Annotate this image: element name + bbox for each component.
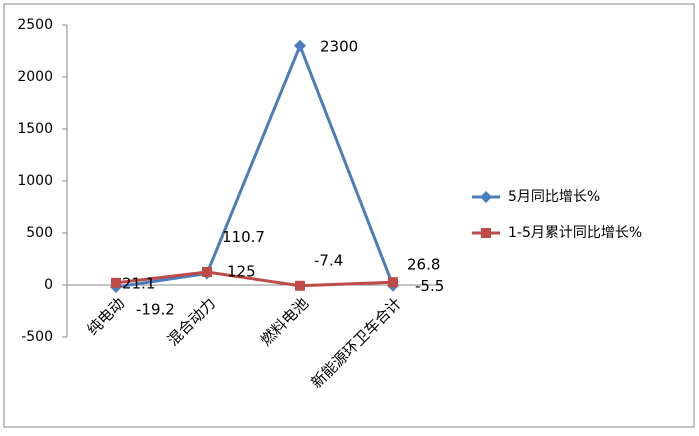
data-label: -7.4 xyxy=(314,251,343,269)
marker xyxy=(202,267,212,277)
legend-label: 5月同比增长% xyxy=(508,189,600,205)
chart-border xyxy=(3,3,695,428)
y-tick-label: 0 xyxy=(44,277,53,293)
data-label: 26.8 xyxy=(407,256,440,274)
y-tick-label: 500 xyxy=(26,225,53,241)
legend-label: 1-5月累计同比增长% xyxy=(508,225,642,241)
marker xyxy=(294,39,306,52)
series-line xyxy=(115,41,395,289)
marker xyxy=(480,191,492,203)
y-tick-label: 2500 xyxy=(17,17,53,33)
marker xyxy=(295,280,305,291)
data-label: 21.1 xyxy=(122,274,155,292)
marker xyxy=(481,228,491,238)
marker xyxy=(111,277,121,288)
data-label: 2300 xyxy=(320,37,358,55)
series-line xyxy=(115,270,394,288)
data-label: -5.5 xyxy=(415,277,444,295)
y-tick-label: -500 xyxy=(21,329,53,345)
data-label: 110.7 xyxy=(222,228,265,246)
y-tick-label: 2000 xyxy=(17,69,53,85)
marker xyxy=(388,277,398,288)
y-tick-label: 1500 xyxy=(17,121,53,137)
y-tick-label: 1000 xyxy=(17,173,53,189)
data-label: 125 xyxy=(227,263,256,281)
data-label: -19.2 xyxy=(136,300,175,318)
